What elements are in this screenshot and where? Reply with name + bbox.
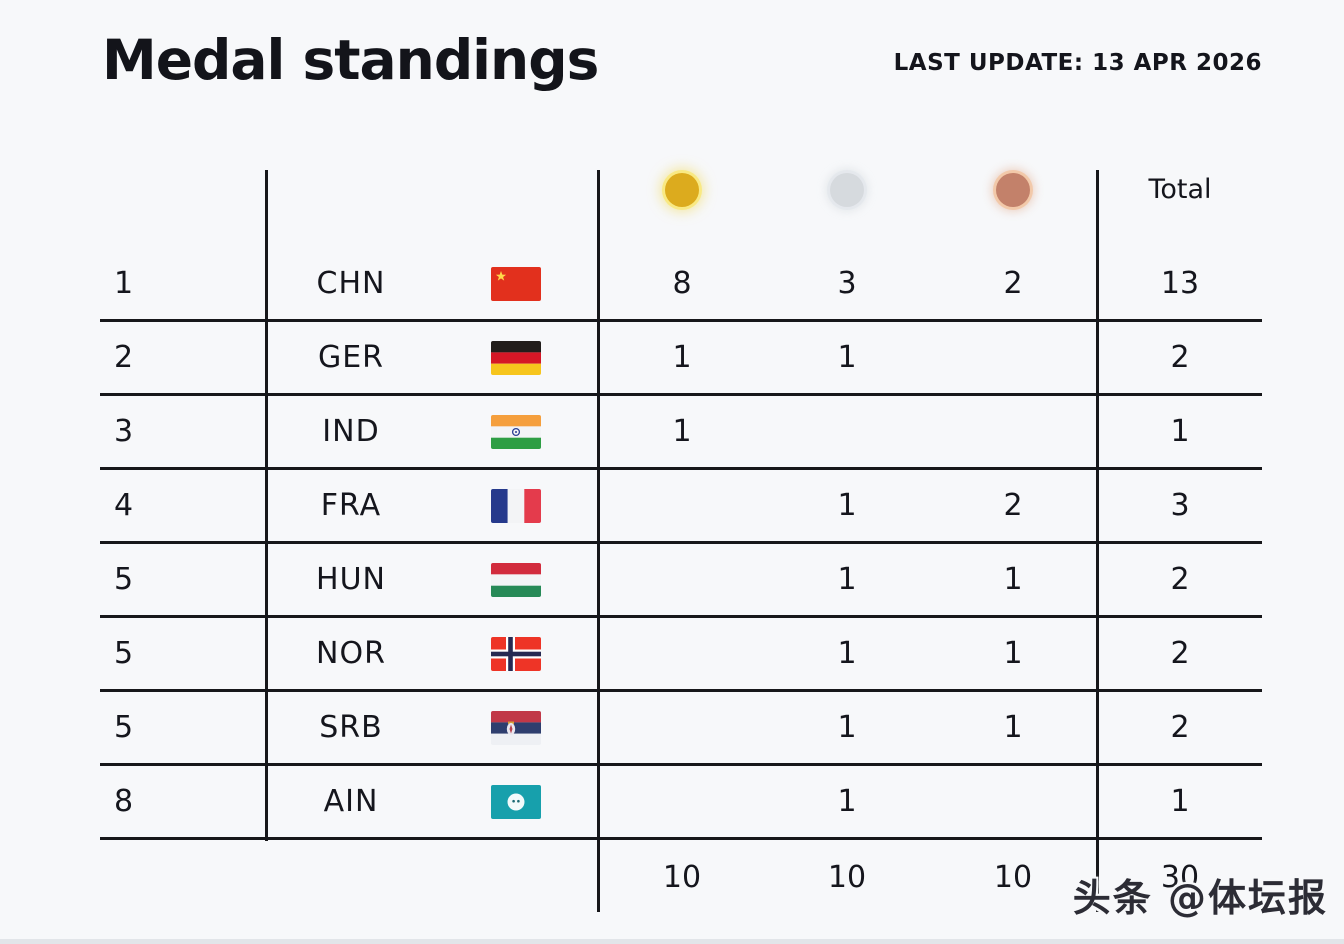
country-code: AIN bbox=[323, 784, 379, 819]
silver-total: 10 bbox=[827, 860, 867, 895]
total-count: 3 bbox=[1170, 488, 1190, 523]
total-column-header: Total bbox=[1148, 174, 1212, 205]
table-divider-vertical-1 bbox=[265, 170, 268, 841]
total-count: 1 bbox=[1170, 414, 1190, 449]
total-count: 2 bbox=[1170, 710, 1190, 745]
table-row: 8 AIN 1 1 bbox=[100, 766, 1262, 840]
gold-count: 8 bbox=[672, 266, 692, 301]
silver-count: 3 bbox=[837, 266, 857, 301]
gold-medal-icon bbox=[665, 173, 699, 207]
ain-flag-icon bbox=[491, 785, 541, 819]
page-title: Medal standings bbox=[102, 28, 599, 92]
silver-count: 1 bbox=[837, 636, 857, 671]
country-code: GER bbox=[317, 340, 385, 375]
toutiao-watermark: 头条 @体坛报 bbox=[1072, 876, 1328, 920]
table-row: 5 HUN 1 1 2 bbox=[100, 544, 1262, 618]
rank-cell: 5 bbox=[114, 562, 134, 597]
silver-count: 1 bbox=[837, 562, 857, 597]
country-code: SRB bbox=[319, 710, 383, 745]
gold-count bbox=[599, 618, 765, 689]
rank-cell: 5 bbox=[114, 636, 134, 671]
silver-count: 1 bbox=[837, 710, 857, 745]
rank-cell: 2 bbox=[114, 340, 134, 375]
total-count: 1 bbox=[1170, 784, 1190, 819]
bronze-count: 2 bbox=[1003, 488, 1023, 523]
table-row: 3 IND 1 1 bbox=[100, 396, 1262, 470]
bronze-count: 1 bbox=[1003, 636, 1023, 671]
bronze-count bbox=[930, 766, 1096, 837]
bronze-count bbox=[930, 322, 1096, 393]
gold-count bbox=[599, 692, 765, 763]
norway-flag-icon bbox=[491, 637, 541, 671]
total-count: 2 bbox=[1170, 340, 1190, 375]
grand-total: 30 bbox=[1160, 860, 1200, 895]
last-update-text: LAST UPDATE: 13 APR 2026 bbox=[893, 50, 1262, 76]
table-row: 4 FRA 1 2 3 bbox=[100, 470, 1262, 544]
gold-count bbox=[599, 470, 765, 541]
table-row: 1 CHN 8 3 2 13 bbox=[100, 248, 1262, 322]
country-code: HUN bbox=[316, 562, 386, 597]
silver-count bbox=[764, 396, 930, 467]
rank-cell: 8 bbox=[114, 784, 134, 819]
country-code: IND bbox=[322, 414, 380, 449]
country-code: CHN bbox=[316, 266, 386, 301]
gold-count bbox=[599, 766, 765, 837]
rank-cell: 5 bbox=[114, 710, 134, 745]
serbia-flag-icon bbox=[491, 711, 541, 745]
country-code: NOR bbox=[316, 636, 386, 671]
table-row: 2 GER 1 1 2 bbox=[100, 322, 1262, 396]
total-count: 2 bbox=[1170, 562, 1190, 597]
india-flag-icon bbox=[491, 415, 541, 449]
silver-count: 1 bbox=[837, 340, 857, 375]
silver-medal-icon bbox=[830, 173, 864, 207]
silver-count: 1 bbox=[837, 784, 857, 819]
france-flag-icon bbox=[491, 489, 541, 523]
gold-total: 10 bbox=[662, 860, 702, 895]
gold-count bbox=[599, 544, 765, 615]
bronze-total: 10 bbox=[993, 860, 1033, 895]
gold-count: 1 bbox=[672, 340, 692, 375]
country-code: FRA bbox=[320, 488, 382, 523]
standings-table: 1 CHN 8 3 2 13 2 GER 1 1 2 3 IND bbox=[100, 248, 1262, 840]
total-count: 13 bbox=[1160, 266, 1200, 301]
bronze-count: 1 bbox=[1003, 562, 1023, 597]
bronze-count bbox=[930, 396, 1096, 467]
china-flag-icon bbox=[491, 267, 541, 301]
gold-count: 1 bbox=[672, 414, 692, 449]
hungary-flag-icon bbox=[491, 563, 541, 597]
germany-flag-icon bbox=[491, 341, 541, 375]
total-count: 2 bbox=[1170, 636, 1190, 671]
rank-cell: 3 bbox=[114, 414, 134, 449]
rank-cell: 1 bbox=[114, 266, 134, 301]
bronze-count: 2 bbox=[1003, 266, 1023, 301]
table-row: 5 SRB 1 1 2 bbox=[100, 692, 1262, 766]
silver-count: 1 bbox=[837, 488, 857, 523]
bronze-medal-icon bbox=[996, 173, 1030, 207]
bronze-count: 1 bbox=[1003, 710, 1023, 745]
table-row: 5 NOR 1 1 2 bbox=[100, 618, 1262, 692]
table-totals-row: 10 10 10 30 bbox=[100, 841, 1262, 915]
rank-cell: 4 bbox=[114, 488, 134, 523]
